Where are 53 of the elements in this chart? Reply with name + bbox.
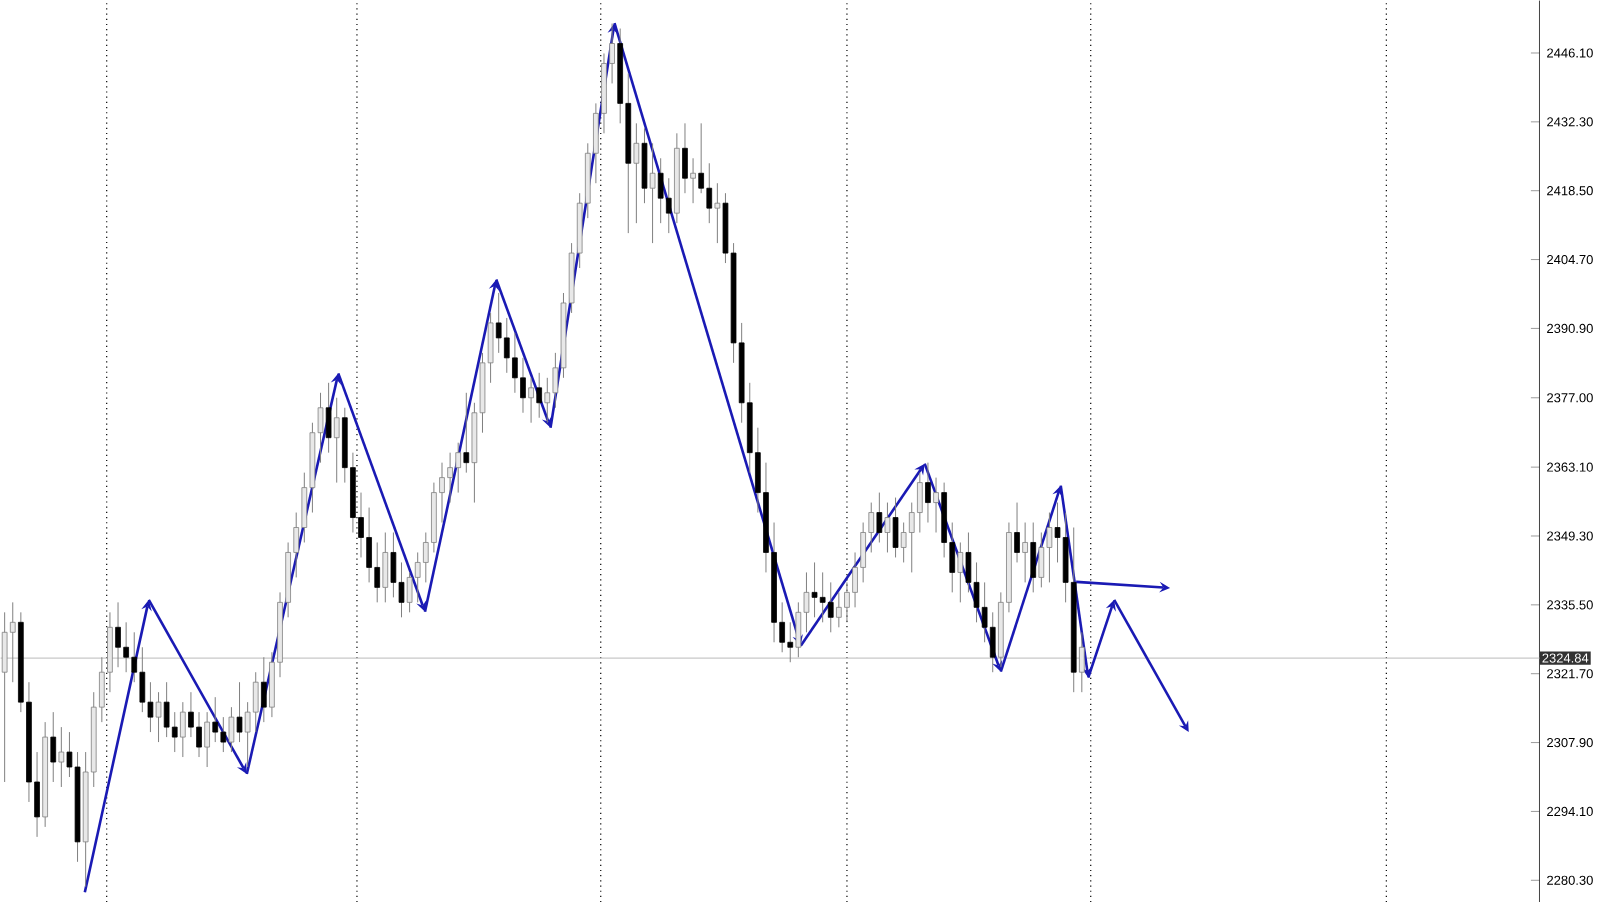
candlestick — [228, 706, 235, 753]
candlestick — [1022, 521, 1028, 583]
candlestick — [325, 381, 332, 453]
candlestick — [366, 506, 372, 583]
candlestick — [204, 711, 210, 768]
candlestick — [512, 332, 518, 393]
candlestick — [1046, 511, 1053, 583]
candlestick — [1078, 631, 1085, 693]
candlestick — [115, 601, 121, 668]
candlestick — [180, 701, 186, 758]
candlestick — [836, 591, 842, 628]
candlestick — [155, 691, 162, 743]
candlestick — [528, 376, 534, 423]
candlestick — [333, 396, 340, 483]
candlestick — [892, 496, 899, 558]
candlestick — [163, 681, 170, 738]
candlestick — [925, 461, 931, 523]
candlestick — [463, 391, 470, 473]
candlestick — [1030, 521, 1037, 593]
candlestick — [957, 541, 964, 603]
candlestick — [447, 451, 453, 503]
candlestick — [827, 581, 834, 633]
candlestick — [1038, 531, 1045, 588]
candlestick — [9, 601, 16, 683]
candlestick — [649, 142, 656, 244]
candlestick — [933, 476, 939, 533]
candlestick — [1, 611, 8, 783]
candlestick — [690, 157, 696, 204]
candlestick — [123, 621, 129, 673]
candlestick — [706, 162, 713, 224]
candlestick — [260, 656, 267, 723]
candlestick — [714, 182, 721, 244]
candlestick — [212, 696, 219, 743]
candlestick — [811, 561, 818, 618]
candlestick — [520, 356, 526, 413]
candlestick — [220, 716, 227, 753]
candlestick — [536, 371, 543, 418]
candlestick — [884, 501, 891, 553]
candlestick — [382, 531, 389, 603]
candlestick — [196, 711, 202, 758]
candlestick — [657, 157, 664, 224]
candlestick — [876, 491, 883, 543]
candlestick — [455, 441, 462, 493]
candlestick — [390, 531, 397, 598]
candlestick — [819, 571, 826, 623]
candlestick — [139, 646, 146, 713]
candlestick — [374, 541, 381, 603]
candlestick — [252, 671, 259, 733]
candlestick — [236, 681, 243, 743]
candlestick — [58, 726, 65, 788]
candlestick — [503, 317, 510, 373]
candlestick — [633, 122, 640, 224]
candlestick — [641, 127, 648, 204]
